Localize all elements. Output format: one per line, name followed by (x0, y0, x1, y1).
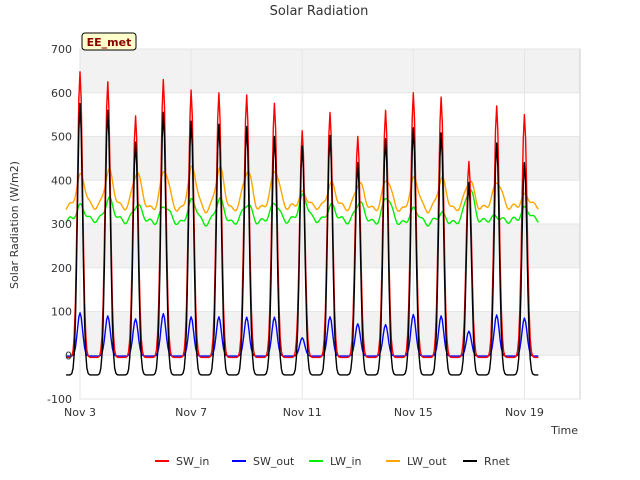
background-band (80, 355, 580, 399)
legend-label: Rnet (484, 455, 510, 468)
y-tick-label: 0 (65, 349, 72, 362)
x-tick-label: Nov 11 (283, 406, 322, 419)
legend-label: SW_in (176, 455, 209, 468)
background-band (80, 267, 580, 312)
y-tick-label: 100 (51, 306, 72, 319)
x-tick-label: Nov 3 (64, 406, 96, 419)
y-tick-label: 400 (51, 174, 72, 187)
x-tick-label: Nov 15 (394, 406, 433, 419)
y-axis-label: Solar Radiation (W/m2) (8, 161, 21, 289)
background-band (80, 49, 580, 93)
legend-label: LW_in (330, 455, 362, 468)
series-line-rnet (66, 103, 539, 376)
y-tick-label: 600 (51, 87, 72, 100)
legend-label: LW_out (407, 455, 447, 468)
station-badge-box (81, 32, 137, 51)
x-axis-label: Time (550, 424, 578, 437)
legend-label: SW_out (253, 455, 295, 468)
y-tick-label: 700 (51, 43, 72, 56)
y-tick-label: 300 (51, 218, 72, 231)
series-line-sw-in (66, 71, 539, 359)
y-tick-label: -100 (47, 393, 72, 406)
station-badge-label: EE_met (87, 36, 132, 49)
x-tick-label: Nov 19 (505, 406, 544, 419)
x-axis-ticks: Nov 3 Nov 7 Nov 11 Nov 15 Nov 19 (64, 406, 544, 419)
y-axis-ticks: -100 0 100 200 300 400 500 600 700 (47, 43, 72, 406)
series-layer (65, 71, 539, 376)
chart-title: Solar Radiation (270, 4, 369, 19)
y-tick-label: 500 (51, 131, 72, 144)
x-tick-label: Nov 7 (175, 406, 207, 419)
y-tick-label: 200 (51, 262, 72, 275)
legend: SW_in SW_out LW_in LW_out Rnet (155, 455, 510, 468)
station-badge: EE_met (81, 32, 137, 51)
series-line-lw-out (65, 165, 539, 214)
background-band (80, 224, 580, 268)
